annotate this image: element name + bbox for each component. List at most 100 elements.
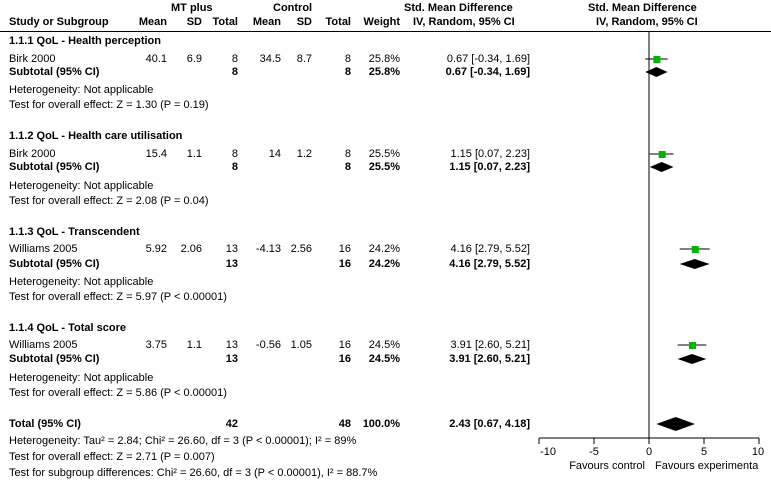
total-weight: 100.0% — [362, 418, 400, 430]
subgroup-title: 1.1.2 QoL - Health care utilisation — [9, 130, 183, 142]
subtotal-weight: 24.2% — [368, 258, 400, 270]
favours-experimental-label: Favours experimenta — [655, 460, 759, 472]
subtotal-total1: 13 — [225, 258, 238, 270]
subtotal-total2: 16 — [338, 258, 351, 270]
study-sd2: 2.56 — [290, 243, 312, 255]
subtotal-ci: 1.15 [0.07, 2.23] — [449, 161, 530, 173]
study-sd2: 8.7 — [296, 53, 312, 65]
study-name: Birk 2000 — [9, 148, 56, 160]
subtotal-weight: 25.5% — [368, 161, 400, 173]
subgroup-title: 1.1.4 QoL - Total score — [9, 322, 126, 334]
subtotal-label: Subtotal (95% CI) — [9, 161, 100, 173]
subtotal-total1: 13 — [225, 353, 238, 365]
study-mean1: 15.4 — [145, 148, 167, 160]
study-total2: 16 — [338, 243, 351, 255]
subtotal-label: Subtotal (95% CI) — [9, 353, 100, 365]
total-label: Total (95% CI) — [9, 418, 81, 430]
x-tick-label: -5 — [589, 446, 599, 458]
study-mean1: 5.92 — [145, 243, 167, 255]
study-mean1: 40.1 — [145, 53, 167, 65]
footer-heterogeneity: Heterogeneity: Tau² = 2.84; Chi² = 26.60… — [9, 435, 357, 447]
mean1-header: Mean — [138, 16, 167, 28]
study-name: Williams 2005 — [9, 243, 78, 255]
study-mean2: -0.56 — [255, 339, 281, 351]
study-sd2: 1.2 — [296, 148, 312, 160]
overall-effect-text: Test for overall effect: Z = 5.86 (P < 0… — [9, 387, 227, 399]
group2-header: Control — [273, 2, 313, 14]
total-ci: 2.43 [0.67, 4.18] — [449, 418, 530, 430]
study-mean2: 14 — [268, 148, 281, 160]
study-weight: 25.5% — [368, 148, 400, 160]
subtotal-ci: 3.91 [2.60, 5.21] — [449, 353, 530, 365]
study-mean2: 34.5 — [259, 53, 281, 65]
study-weight: 24.2% — [368, 243, 400, 255]
study-ci: 3.91 [2.60, 5.21] — [450, 339, 530, 351]
smd-header: Std. Mean Difference — [404, 2, 513, 14]
study-sd1: 1.1 — [186, 339, 202, 351]
subtotal-weight: 24.5% — [368, 353, 400, 365]
subtotal-diamond — [679, 259, 710, 269]
study-weight: 24.5% — [368, 339, 400, 351]
subtotal-ci: 0.67 [-0.34, 1.69] — [445, 66, 530, 78]
study-total2: 8 — [344, 148, 351, 160]
subgroup-title: 1.1.1 QoL - Health perception — [9, 35, 161, 47]
subtotal-total2: 8 — [344, 161, 351, 173]
overall-diamond — [656, 417, 695, 431]
study-marker — [658, 151, 666, 158]
study-mean2: -4.13 — [255, 243, 281, 255]
group1-header: MT plus — [171, 2, 213, 14]
study-col-header: Study or Subgroup — [9, 16, 109, 28]
sd2-header: SD — [296, 16, 312, 28]
footer-overall-effect: Test for overall effect: Z = 2.71 (P = 0… — [9, 451, 215, 463]
subtotal-total1: 8 — [231, 66, 238, 78]
study-ci: 4.16 [2.79, 5.52] — [450, 243, 530, 255]
study-sd1: 1.1 — [186, 148, 202, 160]
study-ci: 0.67 [-0.34, 1.69] — [446, 53, 530, 65]
study-name: Birk 2000 — [9, 53, 56, 65]
total-total1: 42 — [225, 418, 238, 430]
heterogeneity-text: Heterogeneity: Not applicable — [9, 180, 154, 192]
study-marker — [691, 246, 699, 253]
mean2-header: Mean — [252, 16, 281, 28]
study-marker — [653, 56, 661, 63]
smd-plot-header: Std. Mean Difference — [588, 2, 697, 14]
study-total2: 8 — [344, 53, 351, 65]
ci-method-header: IV, Random, 95% CI — [413, 16, 515, 28]
study-total2: 16 — [338, 339, 351, 351]
overall-effect-text: Test for overall effect: Z = 1.30 (P = 0… — [9, 99, 209, 111]
subtotal-ci: 4.16 [2.79, 5.52] — [449, 258, 530, 270]
subtotal-diamond — [677, 354, 707, 364]
overall-effect-text: Test for overall effect: Z = 2.08 (P = 0… — [9, 195, 209, 207]
x-tick-label: 0 — [645, 446, 653, 458]
subtotal-weight: 25.8% — [368, 66, 400, 78]
subtotal-total2: 8 — [344, 66, 351, 78]
footer-subgroup-differences: Test for subgroup differences: Chi² = 26… — [9, 467, 378, 479]
subtotal-total2: 16 — [338, 353, 351, 365]
study-sd1: 6.9 — [186, 53, 202, 65]
study-total1: 8 — [231, 53, 238, 65]
x-tick-label: 10 — [751, 446, 765, 458]
ci-method-plot-header: IV, Random, 95% CI — [596, 16, 698, 28]
x-tick-label: -10 — [540, 446, 556, 458]
heterogeneity-text: Heterogeneity: Not applicable — [9, 84, 154, 96]
subtotal-diamond — [645, 67, 668, 77]
subtotal-label: Subtotal (95% CI) — [9, 258, 100, 270]
favours-control-label: Favours control — [569, 460, 645, 472]
study-marker — [689, 342, 697, 349]
overall-effect-text: Test for overall effect: Z = 5.97 (P < 0… — [9, 291, 227, 303]
study-total1: 8 — [231, 148, 238, 160]
study-ci: 1.15 [0.07, 2.23] — [450, 148, 530, 160]
study-sd2: 1.05 — [290, 339, 312, 351]
header-rule — [0, 31, 771, 32]
study-total1: 13 — [225, 339, 238, 351]
study-sd1: 2.06 — [180, 243, 202, 255]
plot-marks — [538, 32, 760, 444]
x-tick-label: 5 — [700, 446, 708, 458]
heterogeneity-text: Heterogeneity: Not applicable — [9, 276, 154, 288]
weight-header: Weight — [363, 16, 400, 28]
heterogeneity-text: Heterogeneity: Not applicable — [9, 372, 154, 384]
study-weight: 25.8% — [368, 53, 400, 65]
subtotal-total1: 8 — [231, 161, 238, 173]
total1-header: Total — [212, 16, 238, 28]
